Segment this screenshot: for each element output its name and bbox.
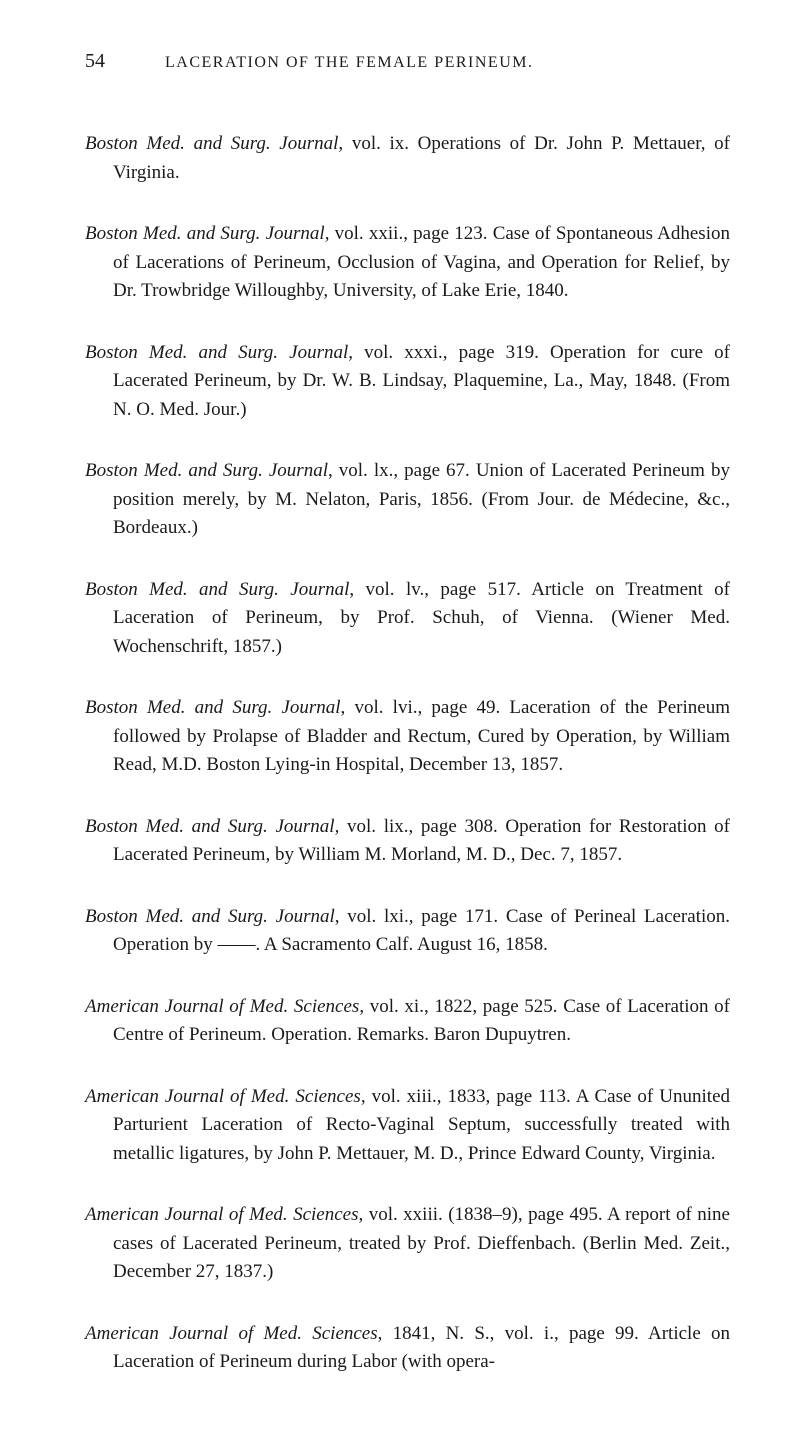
bibliography-entry: American Journal of Med. Sciences, vol. … — [85, 1201, 730, 1287]
bibliography-entry: Boston Med. and Surg. Journal, vol. xxii… — [85, 220, 730, 306]
journal-title: Boston Med. and Surg. Journal — [85, 816, 335, 837]
journal-title: American Journal of Med. Sciences — [85, 996, 359, 1017]
journal-title: Boston Med. and Surg. Journal — [85, 579, 349, 600]
journal-title: American Journal of Med. Sciences — [85, 1086, 361, 1107]
journal-title: Boston Med. and Surg. Journal — [85, 342, 348, 363]
page-container: 54 LACERATION OF THE FEMALE PERINEUM. Bo… — [0, 0, 800, 1441]
journal-title: American Journal of Med. Sciences — [85, 1323, 378, 1344]
bibliography-entry: Boston Med. and Surg. Journal, vol. xxxi… — [85, 339, 730, 425]
bibliography-entry: Boston Med. and Surg. Journal, vol. lix.… — [85, 813, 730, 870]
bibliography-entry: American Journal of Med. Sciences, 1841,… — [85, 1320, 730, 1377]
running-title: LACERATION OF THE FEMALE PERINEUM. — [165, 54, 533, 72]
bibliography-entry: Boston Med. and Surg. Journal, vol. lvi.… — [85, 694, 730, 780]
bibliography-entry: Boston Med. and Surg. Journal, vol. ix. … — [85, 130, 730, 187]
bibliography-entry: Boston Med. and Surg. Journal, vol. lxi.… — [85, 903, 730, 960]
page-header: 54 LACERATION OF THE FEMALE PERINEUM. — [85, 50, 730, 73]
journal-title: Boston Med. and Surg. Journal — [85, 133, 338, 154]
bibliography-entry: American Journal of Med. Sciences, vol. … — [85, 1083, 730, 1169]
journal-title: American Journal of Med. Sciences — [85, 1204, 358, 1225]
bibliography-entry: Boston Med. and Surg. Journal, vol. lx.,… — [85, 457, 730, 543]
bibliography-entry: Boston Med. and Surg. Journal, vol. lv.,… — [85, 576, 730, 662]
journal-title: Boston Med. and Surg. Journal — [85, 223, 325, 244]
journal-title: Boston Med. and Surg. Journal — [85, 906, 335, 927]
bibliography-entries: Boston Med. and Surg. Journal, vol. ix. … — [85, 111, 730, 1391]
bibliography-entry: American Journal of Med. Sciences, vol. … — [85, 993, 730, 1050]
journal-title: Boston Med. and Surg. Journal — [85, 460, 328, 481]
journal-title: Boston Med. and Surg. Journal — [85, 697, 341, 718]
page-number: 54 — [85, 50, 105, 73]
